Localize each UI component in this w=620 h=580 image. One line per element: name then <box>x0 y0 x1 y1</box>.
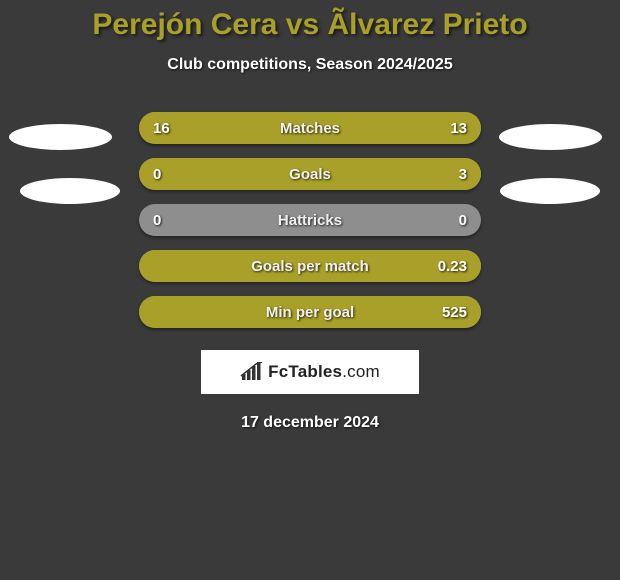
stat-label: Hattricks <box>139 204 481 236</box>
stat-row-goals-per-match: Goals per match 0.23 <box>139 250 481 282</box>
date-line: 17 december 2024 <box>0 414 620 432</box>
player-badge-ellipse <box>499 124 602 150</box>
stat-row-min-per-goal: Min per goal 525 <box>139 296 481 328</box>
player-badge-ellipse <box>500 178 600 204</box>
stat-label: Goals <box>139 158 481 190</box>
stat-label: Matches <box>139 112 481 144</box>
stat-value-right: 13 <box>450 112 467 144</box>
stat-value-right: 0.23 <box>438 250 467 282</box>
stat-value-right: 0 <box>459 204 467 236</box>
bar-chart-icon <box>240 362 264 382</box>
stat-row-matches: 16 Matches 13 <box>139 112 481 144</box>
player-badge-ellipse <box>9 124 112 150</box>
brand-suffix: .com <box>342 362 380 381</box>
stat-value-right: 3 <box>459 158 467 190</box>
brand-logo-text: FcTables.com <box>268 362 380 382</box>
page-title: Perejón Cera vs Ãlvarez Prieto <box>0 8 620 42</box>
page-subtitle: Club competitions, Season 2024/2025 <box>0 56 620 74</box>
player-badge-ellipse <box>20 178 120 204</box>
brand-logo: FcTables.com <box>240 362 380 382</box>
brand-logo-box: FcTables.com <box>201 350 419 394</box>
stat-row-goals: 0 Goals 3 <box>139 158 481 190</box>
stat-row-hattricks: 0 Hattricks 0 <box>139 204 481 236</box>
stat-label: Goals per match <box>139 250 481 282</box>
stat-label: Min per goal <box>139 296 481 328</box>
brand-name: FcTables <box>268 362 342 381</box>
stat-value-right: 525 <box>442 296 467 328</box>
comparison-widget: Perejón Cera vs Ãlvarez Prieto Club comp… <box>0 0 620 432</box>
